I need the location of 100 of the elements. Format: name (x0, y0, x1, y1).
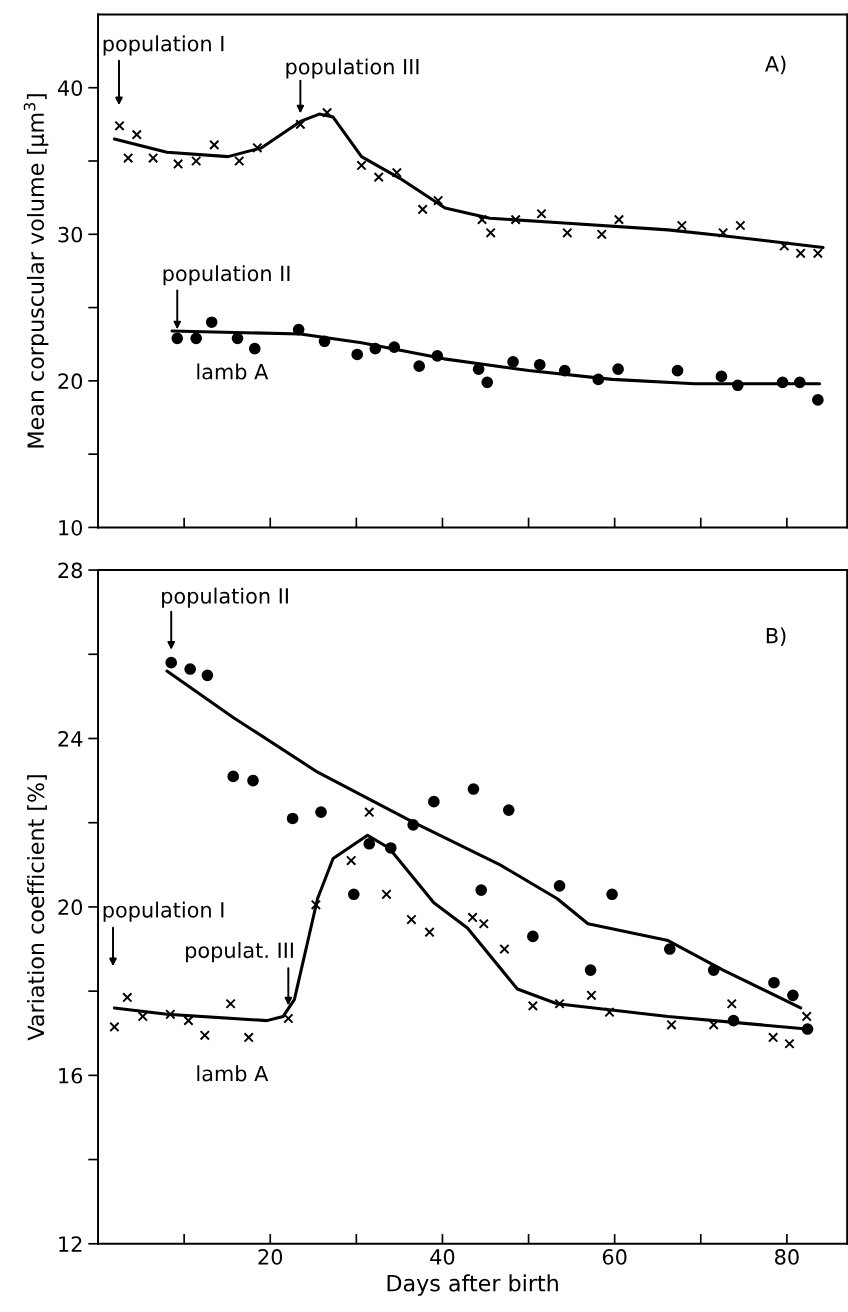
y-tick-label: 28 (58, 562, 83, 579)
y-axis-title: Mean corpuscular volume [µm$^{3}$] (23, 94, 49, 448)
point (666, 1019, 677, 1030)
point (205, 316, 218, 329)
point (406, 914, 417, 925)
point (363, 837, 376, 850)
point (114, 120, 125, 131)
point (184, 663, 196, 675)
point (507, 355, 519, 368)
point (467, 912, 478, 923)
x-axis-title: Days after birth (387, 1274, 558, 1296)
point (417, 204, 428, 215)
point (812, 394, 824, 406)
annotation: populat. III (186, 942, 293, 963)
point (663, 943, 676, 955)
point (596, 229, 607, 240)
point (122, 992, 133, 1003)
point (787, 989, 799, 1002)
point (321, 107, 333, 118)
point (584, 964, 597, 976)
y-axis-title: Variation coefficient [%] (27, 775, 47, 1041)
point (247, 774, 259, 787)
point (209, 139, 220, 151)
point (553, 880, 566, 892)
point (310, 899, 322, 910)
point (351, 348, 364, 361)
point (243, 1032, 254, 1043)
point (478, 918, 489, 929)
point (433, 195, 444, 206)
point (315, 806, 327, 819)
point (612, 363, 624, 375)
x-tick-label: 20 (258, 1249, 283, 1265)
annotation: population II (163, 265, 290, 286)
point (148, 152, 159, 164)
point (234, 155, 245, 167)
point (533, 358, 546, 371)
point (476, 214, 488, 225)
annotation: population I (103, 35, 224, 56)
point (109, 1021, 120, 1033)
y-tick-label: 16 (59, 1067, 83, 1084)
y-tick-label: 24 (58, 730, 83, 747)
point (165, 1009, 176, 1020)
point (735, 220, 746, 231)
point (201, 669, 214, 682)
point (123, 152, 134, 164)
point (527, 930, 539, 943)
point (768, 976, 780, 989)
point (137, 1011, 148, 1022)
point (248, 342, 261, 355)
point (606, 888, 618, 901)
point (391, 167, 402, 178)
y-tick-label: 30 (58, 226, 83, 243)
point (671, 364, 684, 377)
point (812, 248, 824, 259)
annotation: population II (162, 587, 288, 608)
point (472, 363, 485, 375)
x-tick-label: 60 (602, 1249, 627, 1265)
point (191, 155, 202, 167)
point (295, 119, 306, 130)
point (779, 240, 790, 252)
point (413, 360, 426, 373)
point (373, 171, 384, 183)
point (767, 1032, 779, 1043)
point (502, 804, 515, 816)
point (481, 376, 494, 389)
point (227, 770, 240, 783)
point (510, 214, 521, 225)
point (499, 943, 510, 955)
y-tick-label: 20 (58, 899, 83, 916)
point (784, 1038, 795, 1049)
point (536, 208, 547, 219)
point (554, 998, 565, 1009)
x-tick-label: 40 (430, 1249, 455, 1265)
point (715, 370, 728, 383)
point (424, 927, 435, 938)
point (428, 795, 440, 808)
point (726, 998, 737, 1009)
point (527, 1000, 538, 1012)
point (467, 783, 480, 795)
point (283, 1013, 294, 1024)
point (676, 220, 687, 231)
annotation: population I (103, 901, 224, 922)
annotation: lamb A (197, 1065, 269, 1082)
x-tick-label: 80 (775, 1249, 799, 1265)
point (252, 142, 263, 153)
y-tick-label: 20 (58, 373, 83, 390)
point (801, 1011, 812, 1022)
point (131, 129, 142, 140)
point (562, 227, 573, 238)
point (613, 214, 625, 225)
point (172, 158, 184, 170)
point (475, 884, 488, 896)
point (286, 812, 299, 825)
point (485, 227, 496, 238)
point (347, 888, 360, 901)
point (165, 656, 178, 669)
point (586, 990, 597, 1001)
annotation: B) (766, 627, 786, 646)
annotation: lamb A (197, 363, 269, 380)
point (171, 332, 184, 345)
